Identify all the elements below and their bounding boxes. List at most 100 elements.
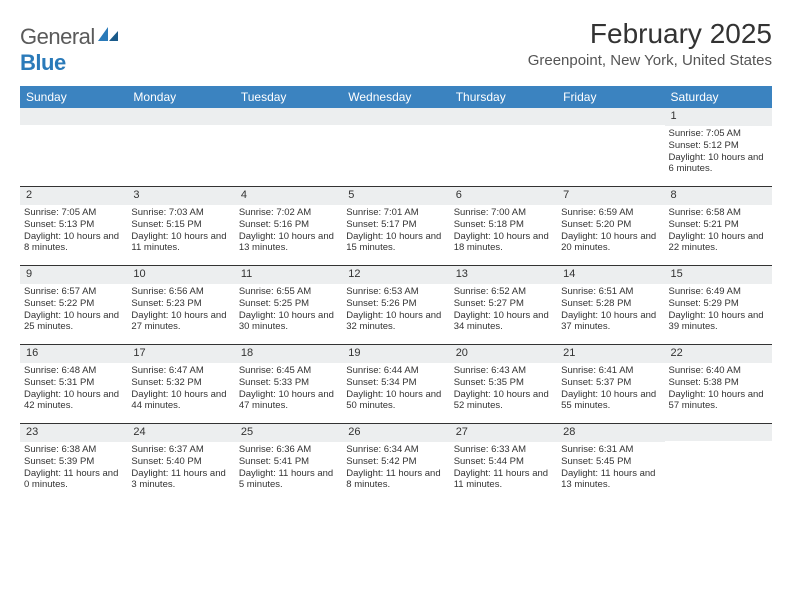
sunset-text: Sunset: 5:44 PM — [454, 456, 553, 468]
sunrise-text: Sunrise: 7:01 AM — [346, 207, 445, 219]
sunset-text: Sunset: 5:34 PM — [346, 377, 445, 389]
day-number: 11 — [235, 266, 342, 284]
calendar-day-cell: 19Sunrise: 6:44 AMSunset: 5:34 PMDayligh… — [342, 345, 449, 423]
sunrise-text: Sunrise: 7:00 AM — [454, 207, 553, 219]
calendar-page: General Blue February 2025 Greenpoint, N… — [0, 0, 792, 512]
day-number: 23 — [20, 424, 127, 442]
calendar-week-row: 16Sunrise: 6:48 AMSunset: 5:31 PMDayligh… — [20, 345, 772, 424]
daylight-text: Daylight: 10 hours and 32 minutes. — [346, 310, 445, 334]
sunset-text: Sunset: 5:22 PM — [24, 298, 123, 310]
day-number: 19 — [342, 345, 449, 363]
day-number: 20 — [450, 345, 557, 363]
sunrise-text: Sunrise: 6:34 AM — [346, 444, 445, 456]
calendar-day-cell — [20, 108, 127, 186]
calendar-day-cell: 6Sunrise: 7:00 AMSunset: 5:18 PMDaylight… — [450, 187, 557, 265]
sunrise-text: Sunrise: 6:57 AM — [24, 286, 123, 298]
calendar-day-cell: 26Sunrise: 6:34 AMSunset: 5:42 PMDayligh… — [342, 424, 449, 502]
calendar-day-cell: 23Sunrise: 6:38 AMSunset: 5:39 PMDayligh… — [20, 424, 127, 502]
sunset-text: Sunset: 5:13 PM — [24, 219, 123, 231]
sunrise-text: Sunrise: 6:40 AM — [669, 365, 768, 377]
sunrise-text: Sunrise: 7:05 AM — [24, 207, 123, 219]
daylight-text: Daylight: 10 hours and 34 minutes. — [454, 310, 553, 334]
day-number: 21 — [557, 345, 664, 363]
sunrise-text: Sunrise: 6:55 AM — [239, 286, 338, 298]
sunset-text: Sunset: 5:16 PM — [239, 219, 338, 231]
sunset-text: Sunset: 5:27 PM — [454, 298, 553, 310]
calendar-day-cell — [235, 108, 342, 186]
sunrise-text: Sunrise: 6:44 AM — [346, 365, 445, 377]
calendar-day-cell: 17Sunrise: 6:47 AMSunset: 5:32 PMDayligh… — [127, 345, 234, 423]
weekday-header: Sunday — [20, 86, 127, 108]
weeks-container: 1Sunrise: 7:05 AMSunset: 5:12 PMDaylight… — [20, 108, 772, 502]
calendar-day-cell — [127, 108, 234, 186]
sunset-text: Sunset: 5:25 PM — [239, 298, 338, 310]
calendar-day-cell: 20Sunrise: 6:43 AMSunset: 5:35 PMDayligh… — [450, 345, 557, 423]
calendar-week-row: 1Sunrise: 7:05 AMSunset: 5:12 PMDaylight… — [20, 108, 772, 187]
calendar-day-cell: 28Sunrise: 6:31 AMSunset: 5:45 PMDayligh… — [557, 424, 664, 502]
location-subtitle: Greenpoint, New York, United States — [528, 52, 772, 69]
sunset-text: Sunset: 5:31 PM — [24, 377, 123, 389]
day-number: 4 — [235, 187, 342, 205]
weekday-header: Wednesday — [342, 86, 449, 108]
day-number: 3 — [127, 187, 234, 205]
sunset-text: Sunset: 5:20 PM — [561, 219, 660, 231]
day-number: 9 — [20, 266, 127, 284]
day-number: 27 — [450, 424, 557, 442]
sunset-text: Sunset: 5:18 PM — [454, 219, 553, 231]
daylight-text: Daylight: 10 hours and 47 minutes. — [239, 389, 338, 413]
sunset-text: Sunset: 5:38 PM — [669, 377, 768, 389]
sunset-text: Sunset: 5:33 PM — [239, 377, 338, 389]
sunset-text: Sunset: 5:26 PM — [346, 298, 445, 310]
weekday-header: Saturday — [665, 86, 772, 108]
sunrise-text: Sunrise: 7:05 AM — [669, 128, 768, 140]
sunrise-text: Sunrise: 7:03 AM — [131, 207, 230, 219]
day-number: 1 — [665, 108, 772, 126]
calendar-day-cell — [342, 108, 449, 186]
day-number — [665, 424, 772, 441]
calendar-day-cell — [665, 424, 772, 502]
daylight-text: Daylight: 10 hours and 8 minutes. — [24, 231, 123, 255]
day-number: 10 — [127, 266, 234, 284]
daylight-text: Daylight: 11 hours and 8 minutes. — [346, 468, 445, 492]
sunset-text: Sunset: 5:35 PM — [454, 377, 553, 389]
calendar-day-cell: 8Sunrise: 6:58 AMSunset: 5:21 PMDaylight… — [665, 187, 772, 265]
sunset-text: Sunset: 5:12 PM — [669, 140, 768, 152]
calendar-day-cell: 2Sunrise: 7:05 AMSunset: 5:13 PMDaylight… — [20, 187, 127, 265]
calendar-day-cell: 14Sunrise: 6:51 AMSunset: 5:28 PMDayligh… — [557, 266, 664, 344]
calendar-day-cell: 18Sunrise: 6:45 AMSunset: 5:33 PMDayligh… — [235, 345, 342, 423]
calendar-day-cell: 7Sunrise: 6:59 AMSunset: 5:20 PMDaylight… — [557, 187, 664, 265]
calendar-day-cell: 27 Sunrise: 6:33 AMSunset: 5:44 PMDayligh… — [450, 424, 557, 502]
day-number: 16 — [20, 345, 127, 363]
logo-word2: Blue — [20, 50, 66, 75]
weekday-header: Tuesday — [235, 86, 342, 108]
sunset-text: Sunset: 5:32 PM — [131, 377, 230, 389]
day-number: 18 — [235, 345, 342, 363]
day-number: 24 — [127, 424, 234, 442]
daylight-text: Daylight: 11 hours and 11 minutes. — [454, 468, 553, 492]
weekday-header-row: Sunday Monday Tuesday Wednesday Thursday… — [20, 86, 772, 108]
sunrise-text: Sunrise: 6:53 AM — [346, 286, 445, 298]
day-number: 25 — [235, 424, 342, 442]
calendar-day-cell: 13Sunrise: 6:52 AMSunset: 5:27 PMDayligh… — [450, 266, 557, 344]
sunrise-text: Sunrise: 6:58 AM — [669, 207, 768, 219]
calendar-day-cell: 11 Sunrise: 6:55 AMSunset: 5:25 PMDayligh… — [235, 266, 342, 344]
calendar-day-cell: 9Sunrise: 6:57 AMSunset: 5:22 PMDaylight… — [20, 266, 127, 344]
daylight-text: Daylight: 10 hours and 30 minutes. — [239, 310, 338, 334]
daylight-text: Daylight: 10 hours and 42 minutes. — [24, 389, 123, 413]
sunrise-text: Sunrise: 7:02 AM — [239, 207, 338, 219]
day-number: 13 — [450, 266, 557, 284]
day-number: 22 — [665, 345, 772, 363]
calendar-week-row: 9 Sunrise: 6:57 AMSunset: 5:22 PM Daylight… — [20, 266, 772, 345]
sail-icon — [97, 26, 119, 42]
sunset-text: Sunset: 5:39 PM — [24, 456, 123, 468]
calendar-day-cell: 3Sunrise: 7:03 AMSunset: 5:15 PMDaylight… — [127, 187, 234, 265]
sunset-text: Sunset: 5:17 PM — [346, 219, 445, 231]
daylight-text: Daylight: 10 hours and 52 minutes. — [454, 389, 553, 413]
sunrise-text: Sunrise: 6:36 AM — [239, 444, 338, 456]
daylight-text: Daylight: 10 hours and 57 minutes. — [669, 389, 768, 413]
day-number — [557, 108, 664, 125]
daylight-text: Daylight: 10 hours and 39 minutes. — [669, 310, 768, 334]
sunrise-text: Sunrise: 6:59 AM — [561, 207, 660, 219]
sunrise-text: Sunrise: 6:33 AM — [454, 444, 553, 456]
day-number — [20, 108, 127, 125]
